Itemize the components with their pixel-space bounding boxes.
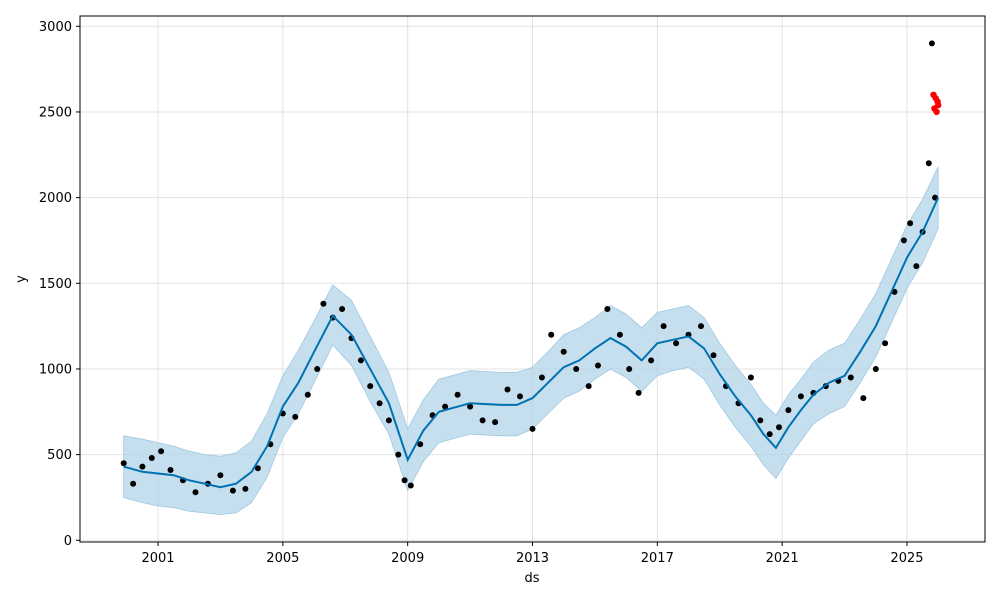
observed-point	[339, 306, 346, 312]
observed-point	[747, 374, 754, 381]
observed-point	[710, 352, 717, 359]
observed-point	[320, 300, 327, 307]
observed-point	[872, 366, 879, 372]
observed-point	[304, 391, 311, 398]
observed-point	[616, 331, 623, 338]
observed-point	[538, 374, 545, 381]
y-tick-label: 2000	[39, 191, 72, 206]
observed-point	[785, 407, 792, 414]
observed-point	[357, 357, 364, 364]
observed-point	[673, 340, 680, 347]
observed-point	[626, 366, 633, 372]
observed-point	[698, 323, 704, 330]
x-tick-label: 2005	[266, 551, 299, 566]
observed-point	[376, 400, 383, 407]
highlighted-points	[930, 91, 942, 116]
x-tick-label: 2013	[516, 551, 549, 566]
observed-point	[882, 340, 889, 347]
forecast-line	[123, 197, 940, 489]
observed-point	[660, 323, 667, 330]
y-tick-label: 1000	[39, 362, 72, 377]
observed-point	[454, 391, 461, 398]
observed-point	[401, 477, 408, 484]
observed-point	[517, 393, 523, 400]
observed-point	[766, 431, 773, 438]
observed-point	[604, 306, 611, 312]
observed-point	[925, 160, 932, 167]
observed-point	[120, 460, 127, 467]
x-tick-label: 2021	[766, 551, 799, 566]
observed-point	[158, 448, 165, 455]
observed-point	[192, 489, 199, 496]
observed-point	[860, 395, 867, 402]
uncertainty-interval	[123, 166, 939, 516]
observed-point	[367, 383, 374, 390]
y-axis-title: y	[14, 275, 29, 283]
observed-point	[314, 366, 321, 372]
y-tick-label: 500	[47, 448, 72, 463]
observed-point	[776, 424, 782, 431]
observed-point	[130, 480, 137, 487]
observed-point	[167, 467, 174, 473]
observed-point	[385, 417, 392, 424]
x-axis-title: ds	[524, 571, 539, 586]
observed-point	[797, 393, 804, 400]
observed-point	[229, 487, 236, 494]
y-axis: 0 500 1000 1500 2000 2500 3000	[39, 20, 80, 549]
y-tick-label: 1500	[39, 277, 72, 292]
observed-point	[442, 403, 449, 410]
observed-point	[254, 465, 261, 472]
y-tick-label: 2500	[39, 105, 72, 120]
observed-point	[847, 374, 854, 381]
observed-point	[529, 425, 536, 432]
observed-point	[139, 463, 146, 470]
observed-point	[757, 417, 764, 424]
observed-points	[120, 40, 939, 496]
observed-point	[913, 263, 920, 270]
observed-point	[417, 441, 424, 448]
observed-point	[928, 40, 935, 47]
observed-point	[492, 419, 499, 426]
observed-point	[504, 386, 511, 393]
observed-point	[900, 237, 907, 244]
highlighted-point	[935, 101, 942, 109]
observed-point	[217, 472, 224, 479]
observed-point	[292, 413, 299, 420]
observed-point	[407, 482, 414, 489]
x-tick-label: 2025	[890, 551, 923, 566]
observed-point	[548, 331, 555, 338]
observed-point	[560, 348, 567, 355]
observed-point	[648, 357, 655, 364]
observed-point	[907, 220, 914, 227]
x-tick-label: 2009	[391, 551, 424, 566]
y-tick-label: 0	[64, 534, 72, 549]
observed-point	[635, 389, 642, 396]
x-tick-label: 2017	[641, 551, 674, 566]
observed-point	[585, 383, 592, 390]
highlighted-point	[933, 108, 940, 116]
y-tick-label: 3000	[39, 20, 72, 35]
x-axis: 2001 2005 2009 2013 2017 2021 2025	[141, 542, 924, 566]
observed-point	[148, 455, 155, 461]
observed-point	[242, 485, 249, 492]
observed-point	[573, 366, 580, 372]
observed-point	[595, 362, 601, 369]
observed-point	[467, 403, 474, 410]
observed-point	[479, 417, 486, 424]
observed-point	[395, 451, 402, 458]
x-tick-label: 2001	[141, 551, 174, 566]
